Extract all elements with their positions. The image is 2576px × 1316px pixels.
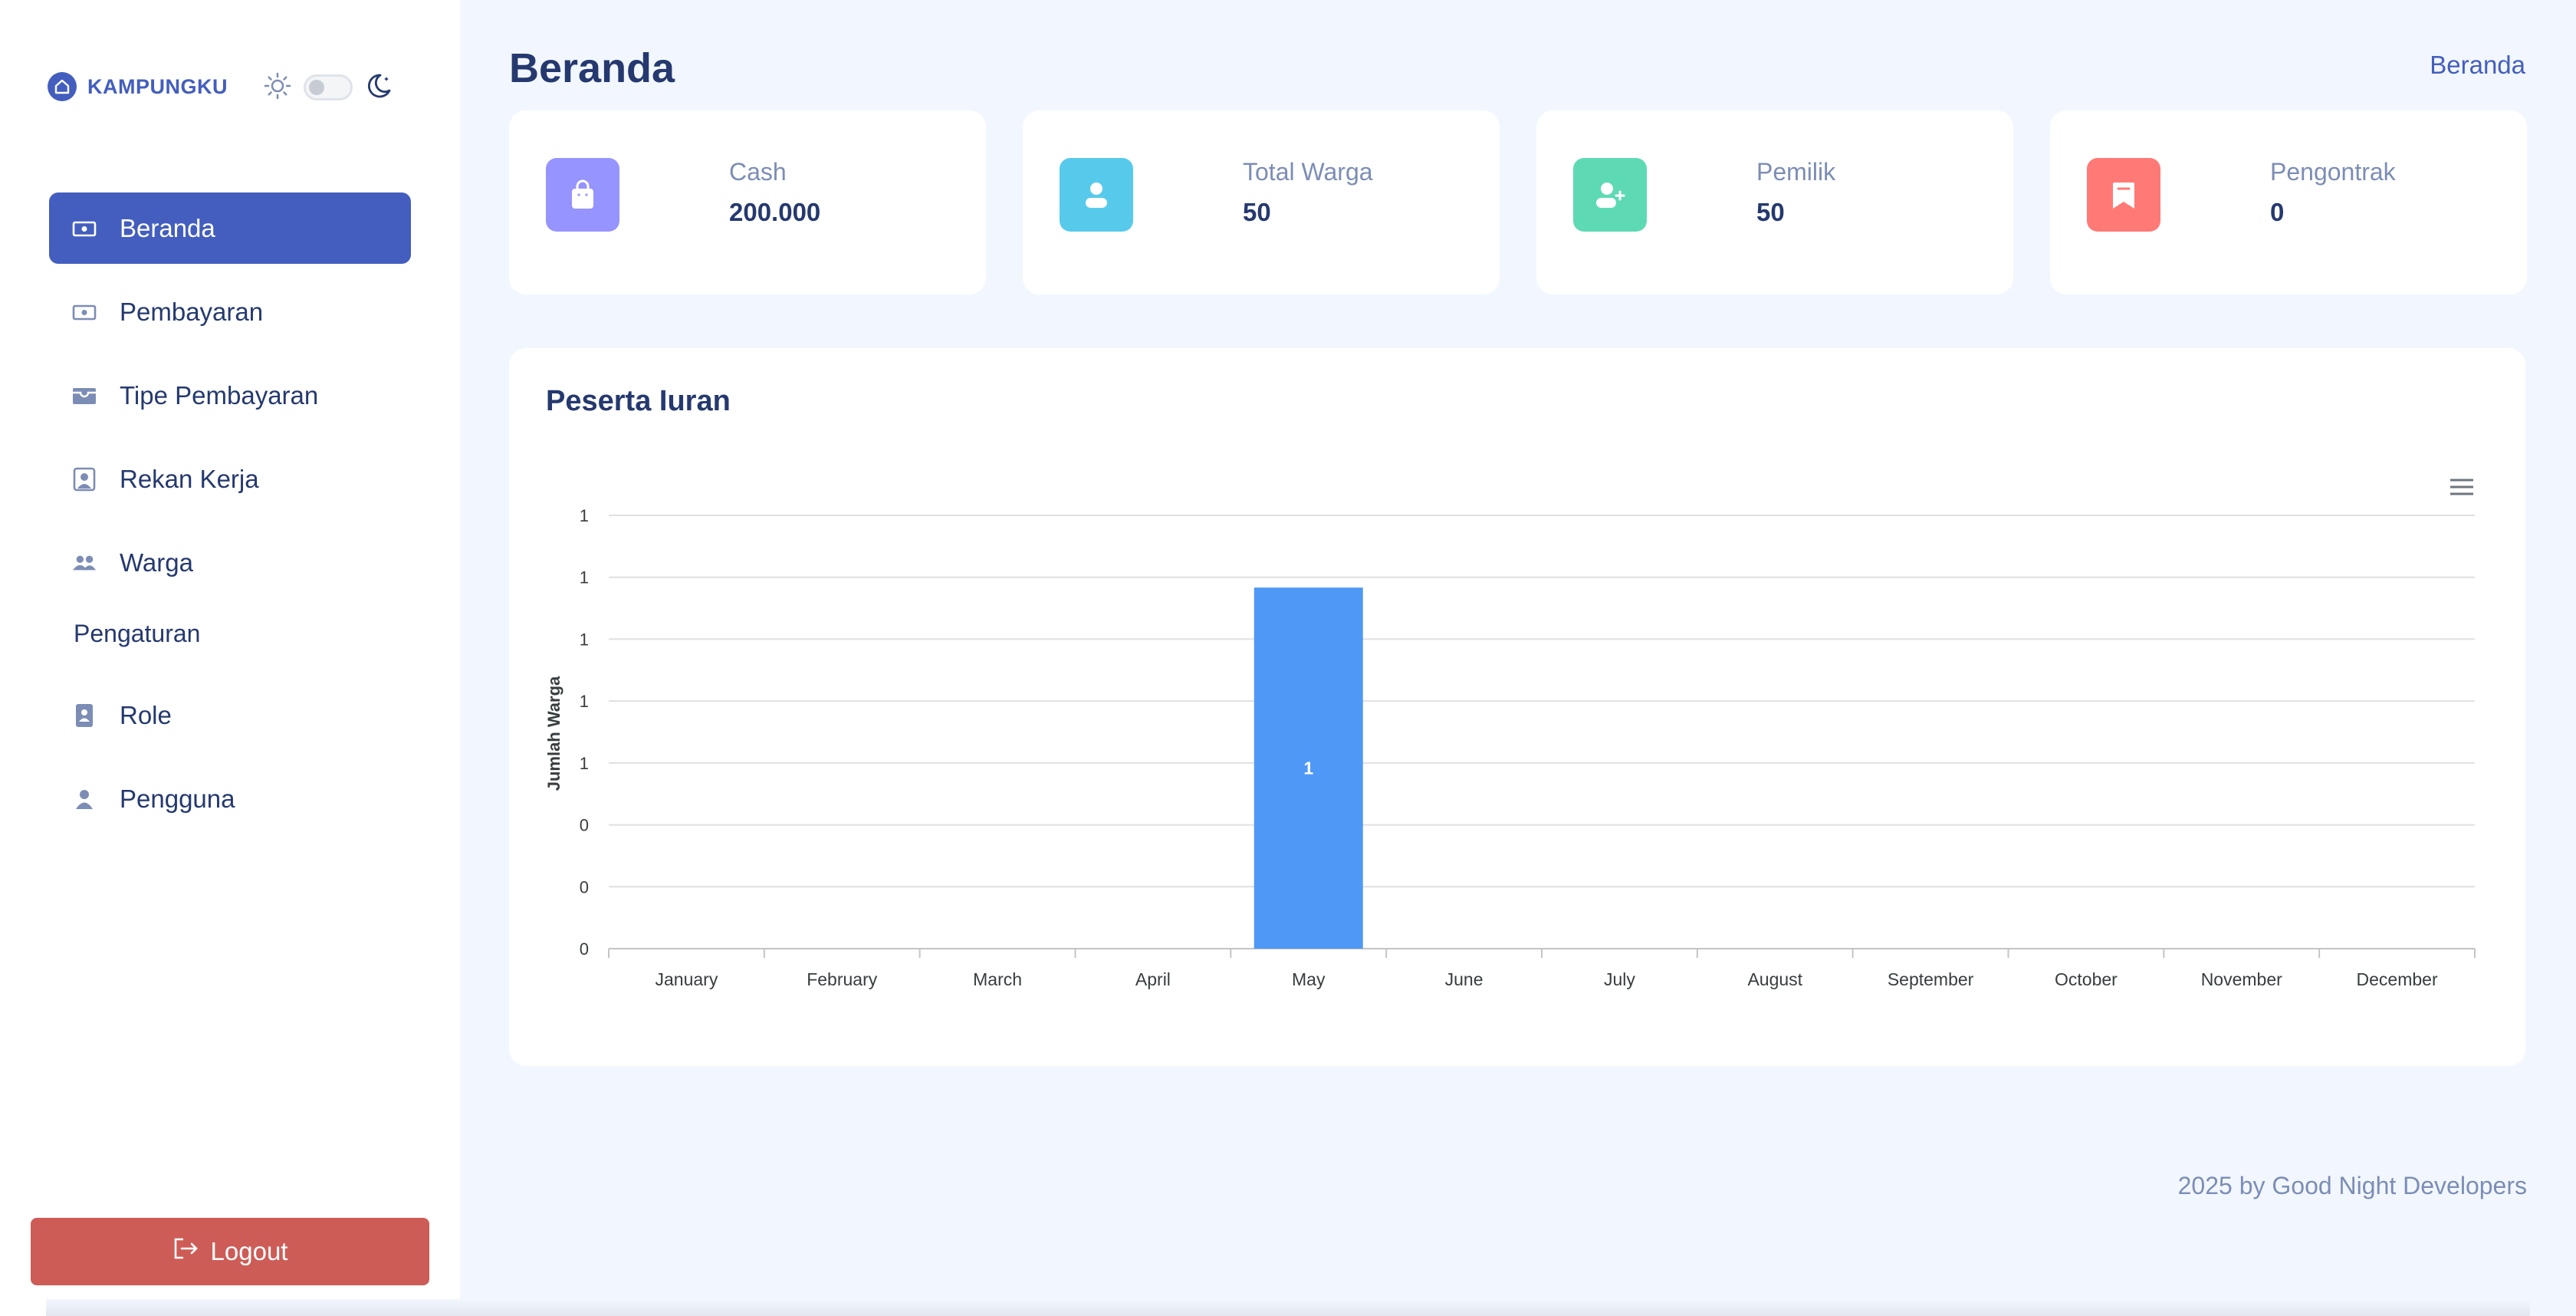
stat-value: 50 [1756, 198, 1785, 226]
stat-card-total-warga: Total Warga 50 [1023, 110, 1500, 294]
bar-data-label: 1 [1303, 758, 1313, 778]
person-icon [72, 787, 97, 811]
sun-icon [262, 71, 293, 105]
x-tick-label: November [2201, 969, 2282, 989]
switch-knob [309, 80, 324, 95]
stat-label: Pengontrak [2270, 158, 2396, 186]
x-tick-label: December [2357, 969, 2438, 989]
breadcrumb-home-link[interactable]: Beranda [2430, 51, 2525, 79]
stat-value: 200.000 [729, 198, 821, 226]
person-add-icon [1573, 158, 1647, 232]
y-tick-label: 1 [580, 692, 589, 711]
sidebar-item-pengguna[interactable]: Pengguna [49, 763, 411, 834]
stat-value: 0 [2270, 198, 2285, 226]
logout-icon [172, 1237, 199, 1266]
sidebar-item-warga[interactable]: Warga [49, 527, 411, 598]
sidebar-item-pembayaran[interactable]: Pembayaran [49, 276, 411, 347]
y-tick-label: 1 [580, 506, 589, 525]
stat-card-cash: Cash 200.000 [509, 110, 986, 294]
moon-icon [363, 71, 394, 105]
x-tick-label: February [807, 969, 878, 989]
x-tick-label: September [1888, 969, 1974, 989]
chart-title: Peserta Iuran [546, 385, 731, 417]
brand[interactable]: KAMPUNGKU [48, 71, 228, 103]
brand-name: KAMPUNGKU [87, 74, 228, 98]
stat-label: Pemilik [1756, 158, 1836, 186]
people-icon [72, 551, 97, 575]
stat-card-pengontrak: Pengontrak 0 [2050, 110, 2527, 294]
sidebar-item-label: Warga [120, 548, 193, 577]
sidebar-item-label: Pembayaran [120, 297, 264, 326]
sidebar-section-title: Pengaturan [74, 619, 201, 647]
page-title: Beranda [509, 45, 675, 91]
bottom-shadow [46, 1299, 2530, 1316]
sidebar-menu: Beranda Pembayaran Tipe Pembayaran Rekan… [49, 192, 411, 847]
theme-toggle [262, 72, 394, 103]
cash-icon [72, 300, 97, 324]
sidebar-item-label: Pengguna [120, 784, 235, 813]
logout-button[interactable]: Logout [31, 1218, 429, 1285]
y-tick-label: 0 [580, 877, 589, 897]
x-tick-label: May [1292, 969, 1326, 989]
y-tick-label: 1 [580, 754, 589, 773]
x-tick-label: January [656, 969, 718, 989]
sidebar-item-label: Role [120, 700, 172, 729]
stat-label: Total Warga [1243, 158, 1373, 186]
bar-chart: 0 0 0 1 1 1 1 1 Jumlah Warga January February March… [544, 506, 2476, 989]
person-icon [1060, 158, 1133, 232]
cash-icon [72, 216, 97, 241]
x-tick-label: October [2055, 969, 2118, 989]
sidebar: KAMPUNGKU [0, 0, 460, 1316]
stat-value: 50 [1243, 198, 1271, 226]
wallet-icon [72, 383, 97, 408]
x-tick-label: April [1135, 969, 1171, 989]
bookmark-icon [2087, 158, 2160, 232]
sidebar-item-label: Tipe Pembayaran [120, 380, 319, 410]
person-badge-icon [72, 467, 97, 492]
contact-book-icon [72, 703, 97, 728]
house-logo-icon [48, 72, 77, 101]
y-axis-title: Jumlah Warga [544, 676, 564, 791]
sidebar-item-label: Rekan Kerja [120, 464, 259, 493]
sidebar-item-rekan-kerja[interactable]: Rekan Kerja [49, 443, 411, 515]
stat-card-pemilik: Pemilik 50 [1536, 110, 2013, 294]
x-tick-label: March [973, 969, 1022, 989]
chart-menu-icon[interactable] [2449, 477, 2475, 497]
y-tick-label: 0 [580, 816, 589, 835]
logout-label: Logout [210, 1237, 288, 1265]
sidebar-item-tipe-pembayaran[interactable]: Tipe Pembayaran [49, 360, 411, 431]
y-tick-label: 1 [580, 630, 589, 649]
sidebar-item-role[interactable]: Role [49, 679, 411, 751]
sidebar-item-label: Beranda [120, 213, 215, 242]
x-tick-label: August [1747, 969, 1802, 989]
shopping-bag-icon [546, 158, 619, 232]
y-tick-label: 0 [580, 939, 589, 959]
chart-card: Peserta Iuran 0 0 0 1 1 1 1 1 Jumlah Warga Januar… [509, 348, 2525, 1066]
footer-text: 2025 by Good Night Developers [2177, 1172, 2527, 1199]
y-tick-label: 1 [580, 568, 589, 587]
x-tick-label: July [1604, 969, 1635, 989]
bar [1254, 587, 1363, 949]
stat-label: Cash [729, 158, 787, 186]
dark-mode-switch[interactable] [304, 74, 353, 100]
sidebar-item-beranda[interactable]: Beranda [49, 192, 411, 264]
x-tick-label: June [1445, 969, 1484, 989]
